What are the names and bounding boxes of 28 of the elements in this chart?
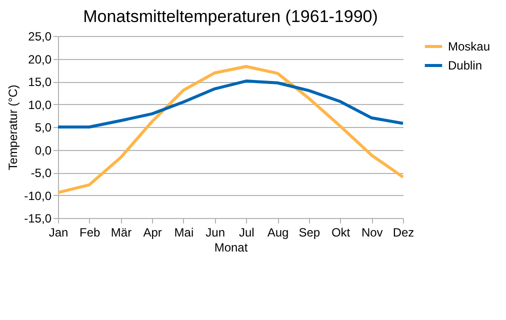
line-series xyxy=(56,80,404,128)
line-series xyxy=(56,64,404,194)
y-tick-label: 25,0 xyxy=(28,30,52,44)
y-axis-title: Temperatur (°C) xyxy=(6,84,20,170)
x-tick-label: Sep xyxy=(298,226,320,240)
x-tick-label: Aug xyxy=(267,226,289,240)
x-tick-label: Mai xyxy=(174,226,194,240)
x-tick-label: Dez xyxy=(392,226,414,240)
x-tick-label: Okt xyxy=(331,226,351,240)
y-tick-label: 0,0 xyxy=(34,143,52,158)
x-tick-label: Jun xyxy=(206,226,225,240)
y-tick-label: 10,0 xyxy=(28,98,52,112)
legend-label: Moskau xyxy=(448,40,490,54)
chart-title: Monatsmitteltemperaturen (1961-1990) xyxy=(83,7,378,26)
x-axis-title: Monat xyxy=(214,240,248,254)
y-tick-label: -15,0 xyxy=(24,212,52,226)
legend-label: Dublin xyxy=(448,58,482,72)
x-tick-label: Jan xyxy=(48,226,68,240)
y-tick-label: 15,0 xyxy=(28,75,52,89)
x-tick-label: Mär xyxy=(110,226,132,240)
y-tick-label: 5,0 xyxy=(34,120,52,134)
y-tick-label: 20,0 xyxy=(28,52,52,66)
x-tick-label: Nov xyxy=(361,226,383,240)
x-tick-label: Jul xyxy=(239,226,254,240)
x-tick-label: Feb xyxy=(80,226,101,240)
y-tick-label: -10,0 xyxy=(24,188,52,203)
x-tick-label: Apr xyxy=(143,226,162,240)
y-tick-label: -5,0 xyxy=(30,166,52,180)
